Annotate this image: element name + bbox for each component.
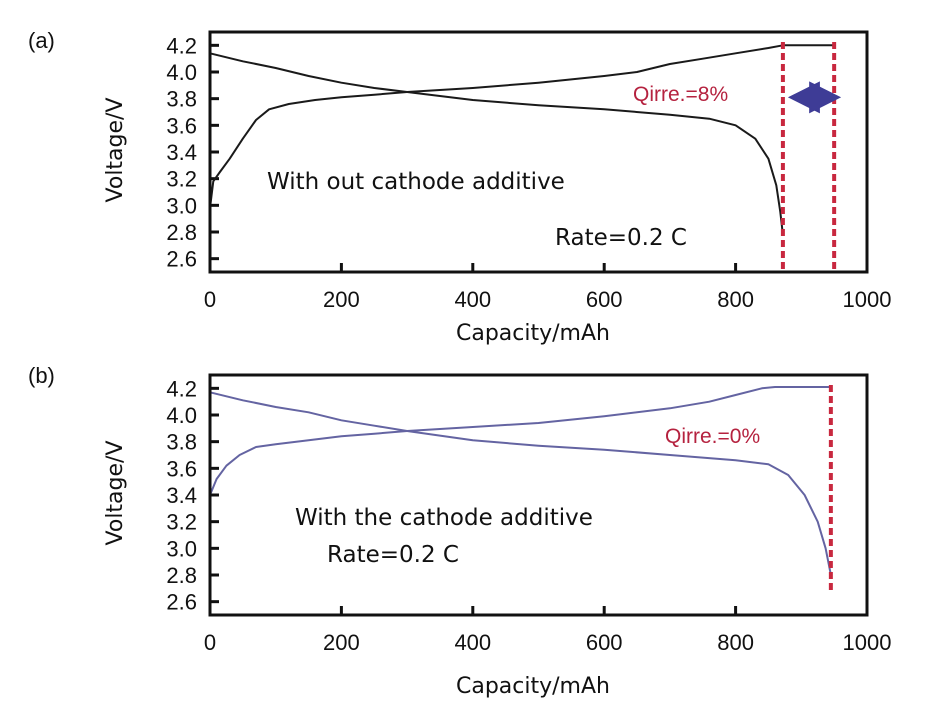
- x-tick-label: 600: [586, 287, 623, 312]
- x-tick-label: 0: [204, 630, 216, 655]
- ticks-group: 4.24.03.83.63.43.23.02.82.6 0 200 400 600 800…: [166, 376, 891, 655]
- rate-label: Rate=0.2 C: [327, 542, 459, 568]
- x-tick-label: 0: [204, 287, 216, 312]
- series-line-discharge: [209, 391, 832, 576]
- y-tick-label: 4.2: [166, 33, 197, 58]
- y-tick-label: 3.4: [166, 140, 197, 165]
- qirre-label: Qirre.=0%: [665, 425, 760, 448]
- y-tick-label: 3.2: [166, 510, 197, 535]
- y-axis-title: Voltage/V: [103, 98, 128, 203]
- x-axis-title: Capacity/mAh: [456, 674, 610, 699]
- panel-a: (a) Voltage/V Capacity/mAh 4.24.03.83.63…: [28, 28, 891, 346]
- x-tick-label: 1000: [843, 287, 892, 312]
- condition-label: With the cathode additive: [295, 505, 593, 531]
- panel-label: (a): [28, 28, 55, 53]
- y-tick-label: 2.8: [166, 563, 197, 588]
- x-tick-label: 600: [586, 630, 623, 655]
- y-tick-label: 3.8: [166, 87, 197, 112]
- rate-label: Rate=0.2 C: [555, 225, 687, 251]
- y-tick-label: 2.6: [166, 247, 197, 272]
- y-tick-label: 3.2: [166, 167, 197, 192]
- x-axis-title: Capacity/mAh: [456, 321, 610, 346]
- y-tick-label: 3.8: [166, 430, 197, 455]
- x-tick-label: 400: [454, 630, 491, 655]
- curves-group: [209, 44, 835, 235]
- series-line-charge: [209, 44, 835, 209]
- condition-label: With out cathode additive: [267, 169, 565, 195]
- y-tick-label: 3.4: [166, 483, 197, 508]
- y-tick-label: 3.6: [166, 456, 197, 481]
- y-axis-title: Voltage/V: [103, 441, 128, 546]
- y-tick-label: 3.6: [166, 113, 197, 138]
- y-tick-label: 4.2: [166, 376, 197, 401]
- y-tick-label: 3.0: [166, 193, 197, 218]
- panel-label: (b): [28, 363, 55, 388]
- y-tick-label: 4.0: [166, 403, 197, 428]
- y-tick-label: 3.0: [166, 536, 197, 561]
- y-tick-label: 4.0: [166, 60, 197, 85]
- panel-b: (b) Voltage/V Capacity/mAh 4.24.03.83.63…: [28, 363, 891, 699]
- x-tick-label: 800: [717, 630, 754, 655]
- y-tick-label: 2.8: [166, 220, 197, 245]
- plot-frame: [208, 373, 869, 617]
- x-tick-label: 1000: [843, 630, 892, 655]
- curves-group: [209, 386, 832, 576]
- qirre-label: Qirre.=8%: [633, 83, 728, 106]
- markers-group: [780, 42, 842, 272]
- x-tick-label: 200: [323, 630, 360, 655]
- series-line-discharge: [209, 52, 784, 235]
- ticks-group: 4.24.03.83.63.43.23.02.82.6 0 200 400 600 800…: [166, 33, 891, 312]
- x-tick-label: 200: [323, 287, 360, 312]
- x-tick-label: 800: [717, 287, 754, 312]
- x-tick-label: 400: [454, 287, 491, 312]
- y-tick-label: 2.6: [166, 590, 197, 615]
- plot-frame: [208, 30, 869, 274]
